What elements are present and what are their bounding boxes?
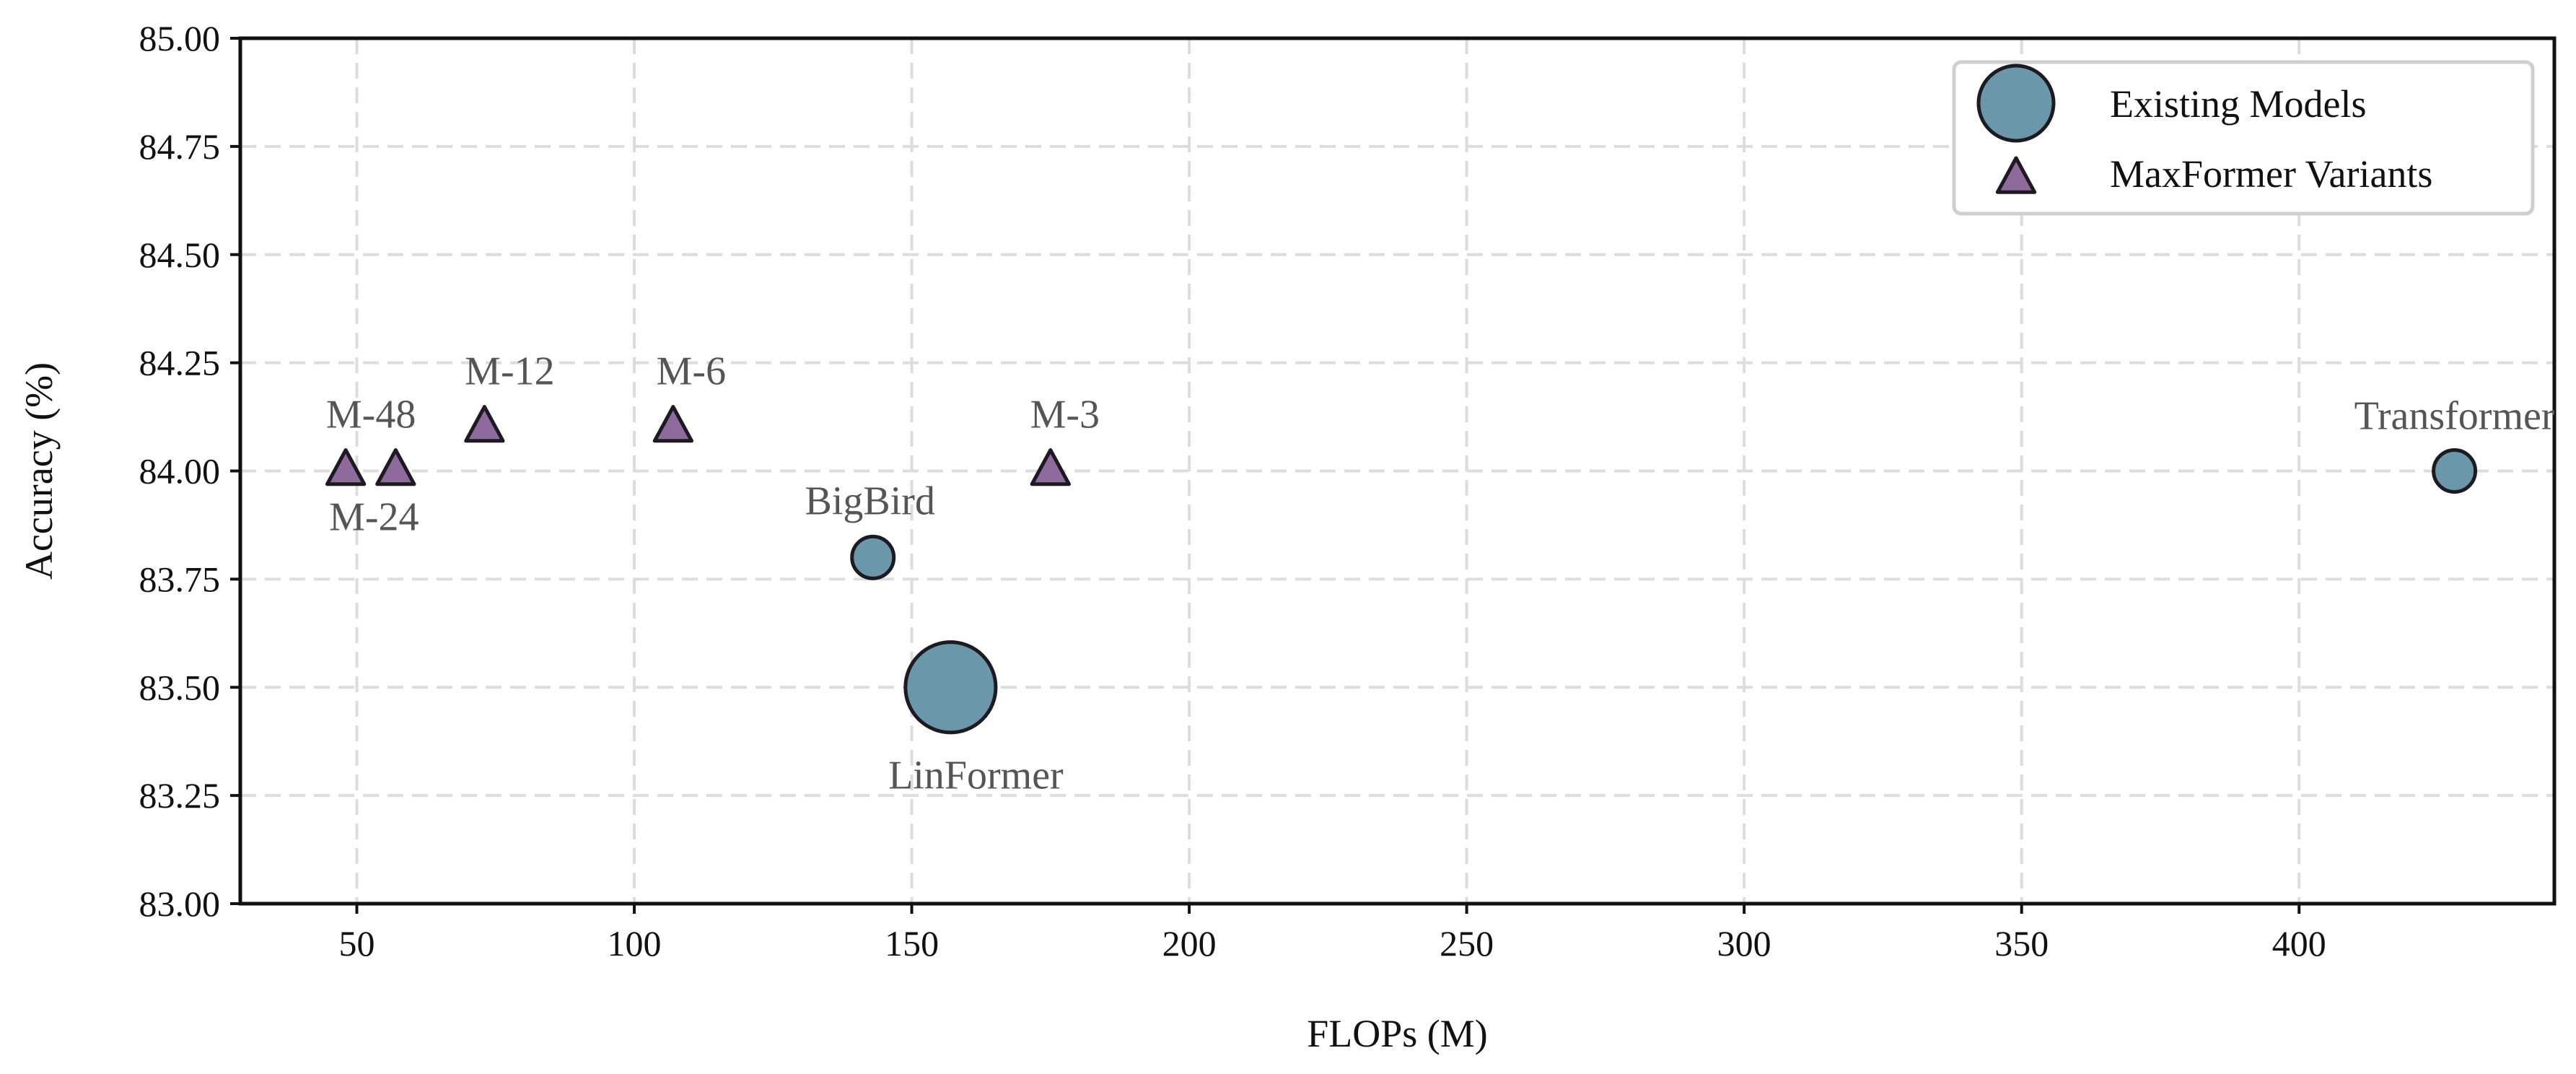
legend-circle-marker xyxy=(1976,64,2056,143)
legend-box xyxy=(1952,60,2535,216)
point-label: M-12 xyxy=(465,349,554,394)
data-points xyxy=(325,405,2478,735)
maxformer-variant-point xyxy=(1030,448,1071,486)
maxformer-variant-point xyxy=(652,405,694,443)
y-tick-label: 84.50 xyxy=(139,235,221,275)
y-tick-label: 84.25 xyxy=(139,343,221,383)
x-tick-label: 250 xyxy=(1440,923,1494,964)
legend-entry-label: MaxFormer Variants xyxy=(2110,152,2432,196)
y-tick-label: 85.00 xyxy=(139,18,221,58)
plot-frame xyxy=(238,36,2557,906)
point-label: M-3 xyxy=(1030,393,1100,437)
y-tick-label: 84.00 xyxy=(139,451,221,492)
point-label: Transformer xyxy=(2354,394,2555,439)
maxformer-variant-point xyxy=(464,405,505,443)
tick-labels: 50 100 150 200 250 300 350 400 83.00 83.25 83.50 83… xyxy=(139,18,2326,964)
y-tick-label: 83.25 xyxy=(139,775,221,816)
y-axis-title: Accuracy (%) xyxy=(17,362,61,580)
x-tick-label: 150 xyxy=(885,923,939,964)
y-tick-label: 83.75 xyxy=(139,559,221,599)
y-tick-label: 83.50 xyxy=(139,667,221,707)
x-tick-label: 50 xyxy=(339,923,375,964)
y-tick-label: 84.75 xyxy=(139,126,221,167)
maxformer-variant-point xyxy=(325,448,367,486)
x-axis-title: FLOPs (M) xyxy=(1307,1012,1488,1055)
x-tick-label: 300 xyxy=(1717,923,1771,964)
existing-model-point xyxy=(2432,448,2478,494)
point-label: M-6 xyxy=(657,349,726,394)
x-tick-label: 350 xyxy=(1994,923,2049,964)
x-tick-label: 400 xyxy=(2272,923,2326,964)
legend-entry-label: Existing Models xyxy=(2110,82,2367,126)
point-label: BigBird xyxy=(805,479,934,523)
point-labels: Transformer BigBird LinFormer M-48 M-24 M-12 M… xyxy=(326,349,2555,798)
axes xyxy=(230,36,2557,914)
legend: Existing Models MaxFormer Variants xyxy=(1952,60,2535,216)
point-label: M-48 xyxy=(326,393,416,437)
existing-model-point xyxy=(903,640,998,735)
existing-model-point xyxy=(850,534,896,580)
maxformer-variant-point xyxy=(375,448,416,486)
y-tick-label: 83.00 xyxy=(139,883,221,924)
legend-triangle-marker xyxy=(1995,156,2037,194)
x-tick-label: 100 xyxy=(608,923,662,964)
x-tick-label: 200 xyxy=(1162,923,1217,964)
point-label: M-24 xyxy=(329,495,419,540)
point-label: LinFormer xyxy=(888,753,1064,798)
